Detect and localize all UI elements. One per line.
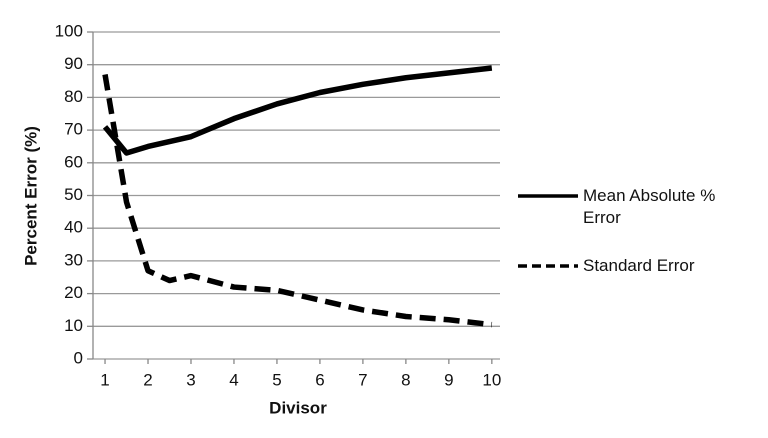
x-tick-label: 6 xyxy=(315,370,324,389)
y-axis-label: Percent Error (%) xyxy=(21,126,40,266)
y-tick-label: 0 xyxy=(74,348,83,367)
legend-label: Mean Absolute % Error xyxy=(583,186,716,227)
x-tick-label: 8 xyxy=(401,370,410,389)
y-tick-label: 10 xyxy=(64,316,83,335)
y-tick-label: 40 xyxy=(64,218,83,237)
x-axis-label: Divisor xyxy=(269,398,327,417)
data-line xyxy=(102,74,493,328)
y-tick-label: 100 xyxy=(55,21,83,40)
legend-label: Standard Error xyxy=(583,256,695,275)
x-tick-label: 4 xyxy=(229,370,238,389)
y-tick-label: 90 xyxy=(64,54,83,73)
x-tick-label: 10 xyxy=(482,370,501,389)
y-tick-label: 50 xyxy=(64,185,83,204)
x-tick-label: 7 xyxy=(358,370,367,389)
y-tick-label: 20 xyxy=(64,283,83,302)
x-tick-label: 2 xyxy=(143,370,152,389)
x-tick-label: 1 xyxy=(100,370,109,389)
y-tick-label: 70 xyxy=(64,120,83,139)
data-line xyxy=(102,65,493,156)
y-tick-label: 60 xyxy=(64,152,83,171)
x-tick-label: 9 xyxy=(444,370,453,389)
x-tick-label: 5 xyxy=(272,370,281,389)
y-tick-label: 30 xyxy=(64,250,83,269)
x-tick-label: 3 xyxy=(186,370,195,389)
y-tick-label: 80 xyxy=(64,87,83,106)
